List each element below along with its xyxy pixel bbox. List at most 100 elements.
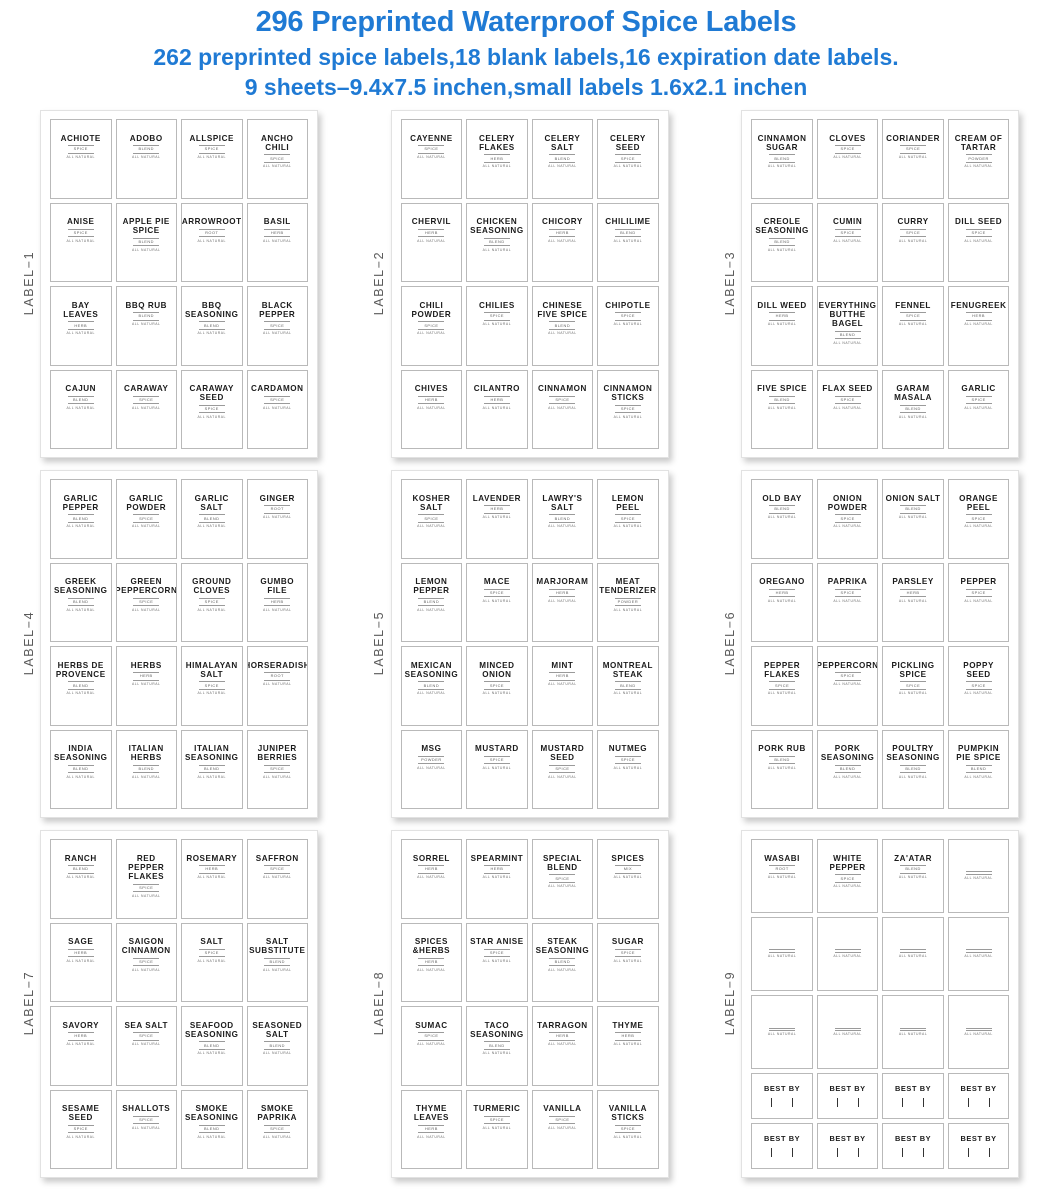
spice-label-category: SPICE bbox=[905, 229, 921, 235]
spice-label-name: CELERY SEED bbox=[609, 133, 646, 152]
spice-label-name: SPEARMINT bbox=[470, 853, 524, 863]
spice-label-name: ANCHO CHILI bbox=[261, 133, 294, 152]
all-natural-text: ALL NATURAL bbox=[66, 524, 95, 529]
all-natural-text: ALL NATURAL bbox=[197, 958, 226, 963]
spice-label: HIMALAYAN SALT SPICE ALL NATURAL bbox=[181, 646, 243, 726]
divider-rule-top bbox=[965, 871, 992, 873]
divider-rule-bottom bbox=[418, 152, 445, 154]
spice-label: EVERYTHING BUTTHE BAGEL BLEND ALL NATURAL bbox=[816, 286, 879, 366]
sheet-label-grid: ACHIOTE SPICE ALL NATURAL ADOBO BLEND ALL NAT… bbox=[50, 119, 308, 449]
all-natural-text: ALL NATURAL bbox=[548, 967, 577, 972]
spice-label-category: ROOT bbox=[205, 229, 219, 235]
all-natural-text: ALL NATURAL bbox=[767, 515, 797, 520]
divider-rule-bottom bbox=[133, 319, 160, 321]
spice-label-name: CAYENNE bbox=[410, 133, 453, 143]
divider-rule-top bbox=[614, 1124, 641, 1126]
divider-rule-bottom bbox=[834, 881, 861, 883]
divider-rule-top bbox=[614, 1032, 641, 1034]
spice-label-name: PEPPERCORN bbox=[816, 660, 879, 670]
spice-label-category: SPICE bbox=[620, 313, 635, 319]
sheet-label-grid: GARLIC PEPPER BLEND ALL NATURAL GARLIC POWD… bbox=[50, 479, 308, 809]
spice-label-category: SPICE bbox=[424, 1033, 439, 1039]
spice-label-name: ROSEMARY bbox=[186, 853, 238, 863]
divider-rule-top bbox=[614, 312, 641, 314]
divider-rule-bottom bbox=[769, 763, 796, 765]
all-natural-text: ALL NATURAL bbox=[482, 958, 512, 963]
all-natural-text: ALL NATURAL bbox=[263, 238, 292, 243]
spice-label-category: SPICE bbox=[489, 1116, 504, 1122]
spice-label: ANCHO CHILI SPICE ALL NATURAL bbox=[246, 119, 308, 199]
spice-label-name: INDIA SEASONING bbox=[53, 744, 108, 763]
divider-rule-bottom bbox=[264, 772, 291, 774]
all-natural-text: ALL NATURAL bbox=[263, 164, 292, 169]
divider-rule-bottom bbox=[834, 403, 861, 405]
spice-label-category: SPICE bbox=[424, 322, 439, 328]
divider-rule-top bbox=[549, 154, 576, 156]
divider-rule-top bbox=[965, 681, 992, 683]
all-natural-text: ALL NATURAL bbox=[548, 331, 577, 336]
spice-label-name: GARAM MASALA bbox=[894, 384, 933, 403]
spice-label: CHERVIL HERB ALL NATURAL bbox=[400, 202, 463, 282]
divider-rule-top bbox=[549, 764, 576, 766]
spice-label-category: HERB bbox=[621, 1033, 635, 1039]
spice-label-name: HERBS DE PROVENCE bbox=[55, 660, 106, 679]
spice-label-category: BLEND bbox=[204, 1126, 220, 1132]
spice-label-category: SPICE bbox=[905, 682, 921, 688]
all-natural-text: ALL NATURAL bbox=[964, 954, 993, 959]
spice-label: FLAX SEED SPICE ALL NATURAL bbox=[816, 369, 879, 449]
spice-label-category: SPICE bbox=[971, 396, 986, 402]
spice-label-name: SMOKE SEASONING bbox=[184, 1104, 239, 1123]
label-sheet: KOSHER SALT SPICE ALL NATURAL LAVENDER HERB A… bbox=[390, 470, 669, 818]
divider-rule-bottom bbox=[769, 1029, 796, 1031]
all-natural-text: ALL NATURAL bbox=[482, 164, 512, 169]
spice-label-category: SPICE bbox=[840, 589, 855, 595]
spice-label: ACHIOTE SPICE ALL NATURAL bbox=[50, 119, 112, 199]
spice-label-category: BLEND bbox=[138, 146, 154, 152]
all-natural-text: ALL NATURAL bbox=[548, 774, 577, 779]
spice-label: GARLIC PEPPER BLEND ALL NATURAL bbox=[50, 479, 112, 559]
all-natural-text: ALL NATURAL bbox=[833, 884, 862, 889]
divider-rule-top bbox=[900, 949, 927, 951]
divider-rule-bottom bbox=[418, 763, 445, 765]
sheet-slot: LABEL−3 CINNAMON SUGAR BLEND ALL NATURAL CLO… bbox=[701, 110, 1052, 470]
spice-label-name: CILANTRO bbox=[473, 384, 521, 394]
all-natural-text: ALL NATURAL bbox=[66, 1134, 95, 1139]
divider-rule-top bbox=[198, 1041, 225, 1043]
divider-rule-top bbox=[549, 395, 576, 397]
sheet-side-label-text: LABEL−8 bbox=[372, 970, 387, 1036]
spice-label: BBQ RUB BLEND ALL NATURAL bbox=[115, 286, 177, 366]
spice-label-name: MINT bbox=[551, 660, 574, 670]
spice-label-category: SPICE bbox=[555, 766, 570, 772]
divider-rule-top bbox=[549, 588, 576, 590]
spice-label-name: CELERY FLAKES bbox=[478, 133, 515, 152]
spice-label: BAY LEAVES HERB ALL NATURAL bbox=[50, 286, 112, 366]
spice-label-category: SPICE bbox=[774, 682, 790, 688]
spice-label-name: ALLSPICE bbox=[189, 133, 234, 143]
spice-label-category: SPICE bbox=[489, 949, 504, 955]
all-natural-text: ALL NATURAL bbox=[833, 774, 862, 779]
spice-label: CHINESE FIVE SPICE BLEND ALL NATURAL bbox=[531, 286, 594, 366]
all-natural-text: ALL NATURAL bbox=[66, 875, 95, 880]
all-natural-text: ALL NATURAL bbox=[613, 164, 643, 169]
all-natural-text: ALL NATURAL bbox=[263, 607, 292, 612]
spice-label-name: SAVORY bbox=[62, 1020, 100, 1030]
spice-label-name: CINNAMON SUGAR bbox=[757, 133, 807, 152]
header-subtitle-line1: 262 preprinted spice labels,18 blank lab… bbox=[153, 44, 899, 71]
divider-rule-bottom bbox=[133, 521, 160, 523]
blank-spice-label: ALL NATURAL bbox=[751, 995, 813, 1070]
divider-rule-top bbox=[900, 865, 927, 867]
spice-label: MSG POWDER ALL NATURAL bbox=[400, 729, 463, 809]
sheet-slot: LABEL−8 SORREL HERB ALL NATURAL SPEARMINT HER… bbox=[351, 830, 702, 1190]
all-natural-text: ALL NATURAL bbox=[613, 322, 643, 327]
all-natural-text: ALL NATURAL bbox=[263, 331, 292, 336]
divider-rule-bottom bbox=[198, 772, 225, 774]
divider-rule-bottom bbox=[834, 152, 861, 154]
spice-label: NUTMEG SPICE ALL NATURAL bbox=[597, 729, 659, 809]
spice-label-name: HERBS bbox=[130, 660, 162, 670]
divider-rule-bottom bbox=[483, 319, 510, 321]
divider-rule-bottom bbox=[418, 688, 445, 690]
all-natural-text: ALL NATURAL bbox=[548, 884, 577, 889]
all-natural-text: ALL NATURAL bbox=[833, 238, 862, 243]
divider-rule-bottom bbox=[900, 236, 927, 238]
sheet-label-grid: CINNAMON SUGAR BLEND ALL NATURAL CLOVES SPIC… bbox=[751, 119, 1010, 449]
